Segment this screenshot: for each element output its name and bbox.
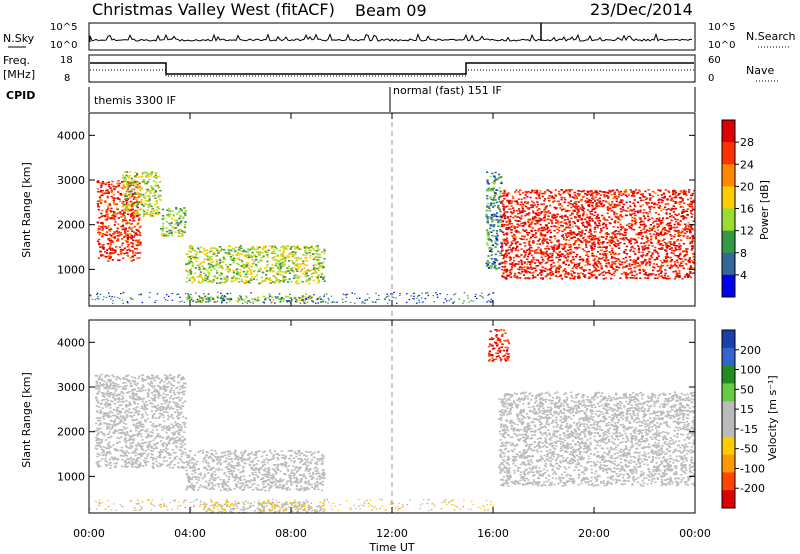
velocity-cbar-tick-label: -15 [740,423,758,436]
power-region-2 [159,206,187,237]
velocity-cbar-label: Velocity [m s⁻¹] [766,375,779,460]
x-tick-label: 00:00 [679,527,711,540]
power-ytick-label: 4000 [57,129,85,142]
nsky-trace [89,32,693,42]
x-tick-label: 00:00 [73,527,105,540]
power-cbar-tick-label: 24 [740,158,754,171]
date-label: 23/Dec/2014 [590,0,693,19]
power-ytick-label: 2000 [57,219,85,232]
beam-label: Beam 09 [355,1,427,20]
velocity-colorbar: 200 100 50 15 -15 -50 -100 -200 [721,329,765,509]
power-region-6 [500,189,695,280]
velocity-cbar-tick-label: -200 [740,482,765,495]
x-axis-label: Time UT [368,541,414,554]
velocity-region-3 [488,329,511,362]
velocity-cbar-swatch [722,347,735,367]
velocity-noise [89,498,495,512]
velocity-cbar-swatch [722,454,735,473]
power-cbar-swatch [722,120,735,143]
nave-label: Nave [746,64,774,77]
power-region-3 [185,244,326,285]
nsky-tick-top: 10^5 [50,22,77,33]
power-cbar-swatch [722,208,735,232]
power-colorbar: 28 24 20 16 12 8 4 [721,119,754,298]
velocity-cbar-tick-label: 15 [740,403,754,416]
power-heatmap [89,171,695,304]
nsearch-label: N.Search [746,30,796,43]
power-region-1 [121,171,162,217]
nsky-right-tick-bottom: 10^0 [708,40,735,51]
velocity-ytick-label: 2000 [57,426,85,439]
freq-tick-bottom: 8 [64,73,70,84]
power-region-0 [96,180,142,262]
power-cbar-swatch [722,164,735,187]
x-tick-label: 12:00 [376,527,408,540]
power-cbar-tick-label: 4 [740,269,747,282]
velocity-region-4 [498,391,695,487]
velocity-region-2 [202,501,326,513]
x-tick-label: 20:00 [578,527,610,540]
power-cbar-swatch [722,252,735,276]
velocity-cbar-swatch [722,365,735,384]
velocity-cbar-tick-label: -50 [740,443,758,456]
freq-unit: [MHz] [3,68,35,81]
power-y-ticks: 1000 2000 3000 4000 [57,129,695,276]
power-ytick-label: 3000 [57,174,85,187]
velocity-cbar-swatch [722,472,735,491]
page-title: Christmas Valley West (fitACF) [92,0,335,19]
velocity-region-1 [185,449,326,492]
nsky-panel-frame [88,22,696,51]
freq-tick-top: 18 [60,55,73,66]
nsky-right-tick-top: 10^5 [708,22,735,33]
nave-tick-bottom: 0 [708,73,714,84]
nsky-label: N.Sky [3,32,35,45]
power-cbar-swatch [722,274,735,298]
power-cbar-tick-label: 20 [740,180,754,193]
x-axis-ticks: 00:00 04:00 08:00 12:00 16:00 20:00 00:00 [73,113,711,540]
velocity-cbar-swatch [722,383,735,402]
power-ylabel: Slant Range [km] [20,162,33,258]
velocity-cbar-swatch [722,419,735,438]
cpid-label: CPID [6,89,35,102]
velocity-cbar-tick-label: -100 [740,462,765,475]
power-cbar-tick-label: 12 [740,225,754,238]
power-region-5 [485,171,503,271]
velocity-region-0 [94,373,188,469]
velocity-cbar-tick-label: 50 [740,383,754,396]
nsky-tick-bottom: 10^0 [50,40,77,51]
power-cbar-tick-label: 28 [740,136,754,149]
power-cbar-swatch [722,230,735,254]
velocity-cbar-tick-label: 200 [740,344,761,357]
velocity-cbar-swatch [722,436,735,456]
power-noise [89,291,495,304]
power-cbar-tick-label: 8 [740,247,747,260]
x-tick-label: 08:00 [275,527,307,540]
velocity-cbar-swatch [722,330,735,349]
velocity-cbar-swatch [722,401,735,420]
cpid-mode-2: normal (fast) 151 IF [393,84,502,97]
velocity-ytick-label: 4000 [57,336,85,349]
power-cbar-label: Power [dB] [758,180,771,240]
x-tick-label: 16:00 [477,527,509,540]
velocity-cbar-tick-label: 100 [740,364,761,377]
x-tick-label: 04:00 [174,527,206,540]
velocity-cbar-swatch [722,490,735,509]
nave-tick-top: 60 [708,55,721,66]
freq-trace [90,62,694,75]
power-cbar-swatch [722,186,735,209]
power-cbar-tick-label: 16 [740,203,754,216]
velocity-heatmap [89,329,695,513]
freq-label: Freq. [3,54,30,67]
power-ytick-label: 1000 [57,263,85,276]
power-cbar-swatch [722,142,735,165]
velocity-ylabel: Slant Range [km] [20,372,33,468]
freq-panel-frame [88,54,696,83]
cpid-mode-1: themis 3300 IF [94,94,176,107]
velocity-ytick-label: 1000 [57,470,85,483]
velocity-y-ticks: 1000 2000 3000 4000 [57,336,695,483]
velocity-ytick-label: 3000 [57,381,85,394]
nave-trace [90,69,694,77]
